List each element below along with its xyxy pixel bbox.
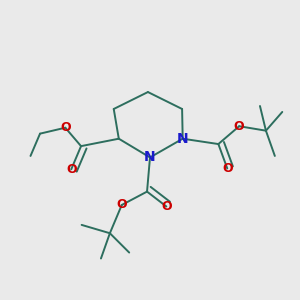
Text: O: O <box>66 163 76 176</box>
Text: O: O <box>116 199 127 212</box>
Text: O: O <box>161 200 172 213</box>
Text: N: N <box>177 132 188 146</box>
Text: O: O <box>222 162 232 175</box>
Text: O: O <box>234 120 244 133</box>
Text: O: O <box>60 121 70 134</box>
Text: N: N <box>144 150 156 164</box>
